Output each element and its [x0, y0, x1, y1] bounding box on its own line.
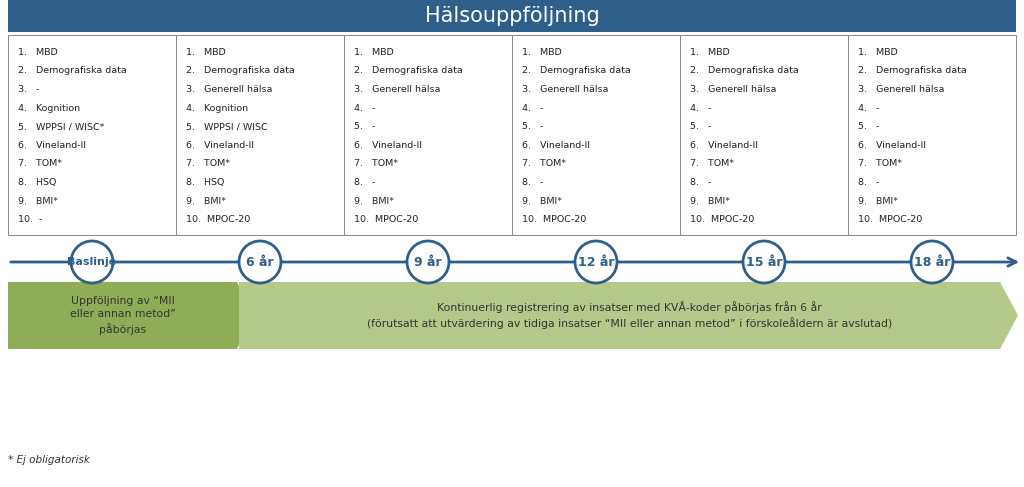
Text: 2.   Demografiska data: 2. Demografiska data [354, 66, 463, 75]
Text: 4.   -: 4. - [858, 104, 880, 112]
Text: 5.   WPPSI / WISC*: 5. WPPSI / WISC* [18, 122, 104, 131]
Text: Kontinuerlig registrering av insatser med KVÅ-koder påbörjas från 6 år: Kontinuerlig registrering av insatser me… [437, 301, 822, 314]
Bar [8, 35, 176, 235]
Polygon shape [8, 282, 253, 349]
Polygon shape [239, 282, 1018, 349]
Text: 18 år: 18 år [913, 256, 950, 268]
Text: 2.   Demografiska data: 2. Demografiska data [186, 66, 295, 75]
Text: Baslinje: Baslinje [68, 257, 117, 267]
Text: * Ej obligatorisk: * Ej obligatorisk [8, 455, 90, 465]
Text: 6.   Vineland-II: 6. Vineland-II [522, 141, 590, 150]
Circle shape [239, 241, 281, 283]
Text: 15 år: 15 år [745, 256, 782, 268]
Text: 10.  MPOC-20: 10. MPOC-20 [522, 215, 587, 224]
Text: 6.   Vineland-II: 6. Vineland-II [690, 141, 758, 150]
Text: 1.   MBD: 1. MBD [690, 48, 730, 57]
Bar [176, 35, 344, 235]
Text: 7.   TOM*: 7. TOM* [354, 159, 398, 169]
Text: Hälsouppföljning: Hälsouppföljning [425, 6, 599, 26]
Text: 3.   Generell hälsa: 3. Generell hälsa [522, 85, 608, 94]
Text: 9.   BMI*: 9. BMI* [522, 197, 562, 206]
Text: 4.   -: 4. - [522, 104, 544, 112]
Text: 8.   -: 8. - [354, 178, 376, 187]
Text: 8.   HSQ: 8. HSQ [186, 178, 224, 187]
Text: 5.   -: 5. - [690, 122, 712, 131]
Circle shape [911, 241, 953, 283]
Text: 9.   BMI*: 9. BMI* [18, 197, 58, 206]
Text: 6 år: 6 år [246, 256, 273, 268]
Text: 3.   Generell hälsa: 3. Generell hälsa [690, 85, 776, 94]
Text: 10.  MPOC-20: 10. MPOC-20 [858, 215, 923, 224]
Text: 12 år: 12 år [578, 256, 614, 268]
Text: 8.   -: 8. - [522, 178, 544, 187]
Text: 9.   BMI*: 9. BMI* [690, 197, 730, 206]
Text: 2.   Demografiska data: 2. Demografiska data [522, 66, 631, 75]
Text: 3.   Generell hälsa: 3. Generell hälsa [858, 85, 944, 94]
Text: 8.   HSQ: 8. HSQ [18, 178, 56, 187]
Text: 8.   -: 8. - [690, 178, 712, 187]
Text: 6.   Vineland-II: 6. Vineland-II [18, 141, 86, 150]
Text: 6.   Vineland-II: 6. Vineland-II [858, 141, 926, 150]
Text: 10.  MPOC-20: 10. MPOC-20 [186, 215, 250, 224]
Text: Uppföljning av “MII
eller annan metod”
påbörjas: Uppföljning av “MII eller annan metod” p… [70, 296, 175, 335]
Text: 5.   -: 5. - [522, 122, 544, 131]
Bar [8, 0, 1016, 32]
Text: 1.   MBD: 1. MBD [858, 48, 898, 57]
Circle shape [743, 241, 785, 283]
Text: 1.   MBD: 1. MBD [18, 48, 57, 57]
Text: 10.  MPOC-20: 10. MPOC-20 [690, 215, 755, 224]
Text: 10.  MPOC-20: 10. MPOC-20 [354, 215, 418, 224]
Text: 9.   BMI*: 9. BMI* [354, 197, 394, 206]
Text: 7.   TOM*: 7. TOM* [858, 159, 902, 169]
Text: 1.   MBD: 1. MBD [186, 48, 225, 57]
Text: 2.   Demografiska data: 2. Demografiska data [690, 66, 799, 75]
Text: 2.   Demografiska data: 2. Demografiska data [858, 66, 967, 75]
Text: 9 år: 9 år [414, 256, 441, 268]
Text: 3.   Generell hälsa: 3. Generell hälsa [186, 85, 272, 94]
Text: 6.   Vineland-II: 6. Vineland-II [186, 141, 254, 150]
Text: 3.   Generell hälsa: 3. Generell hälsa [354, 85, 440, 94]
Text: 4.   Kognition: 4. Kognition [18, 104, 80, 112]
Text: 7.   TOM*: 7. TOM* [18, 159, 62, 169]
Text: 7.   TOM*: 7. TOM* [690, 159, 734, 169]
Text: 8.   -: 8. - [858, 178, 880, 187]
Text: 9.   BMI*: 9. BMI* [858, 197, 898, 206]
Bar [512, 35, 680, 235]
Text: 7.   TOM*: 7. TOM* [522, 159, 566, 169]
Text: 1.   MBD: 1. MBD [354, 48, 394, 57]
Circle shape [71, 241, 113, 283]
Text: 5.   -: 5. - [858, 122, 880, 131]
Text: 9.   BMI*: 9. BMI* [186, 197, 226, 206]
Text: 1.   MBD: 1. MBD [522, 48, 562, 57]
Text: 10.  -: 10. - [18, 215, 42, 224]
Circle shape [575, 241, 617, 283]
Text: 5.   -: 5. - [354, 122, 376, 131]
Bar [680, 35, 848, 235]
Text: 6.   Vineland-II: 6. Vineland-II [354, 141, 422, 150]
Text: 4.   Kognition: 4. Kognition [186, 104, 248, 112]
Text: 3.   -: 3. - [18, 85, 40, 94]
Text: 7.   TOM*: 7. TOM* [186, 159, 230, 169]
Bar [848, 35, 1016, 235]
Text: 4.   -: 4. - [690, 104, 712, 112]
Text: 5.   WPPSI / WISC: 5. WPPSI / WISC [186, 122, 267, 131]
Text: 4.   -: 4. - [354, 104, 376, 112]
Text: 2.   Demografiska data: 2. Demografiska data [18, 66, 127, 75]
Text: (förutsatt att utvärdering av tidiga insatser “MII eller annan metod” i förskole: (förutsatt att utvärdering av tidiga ins… [367, 318, 892, 329]
Circle shape [407, 241, 449, 283]
Bar [344, 35, 512, 235]
